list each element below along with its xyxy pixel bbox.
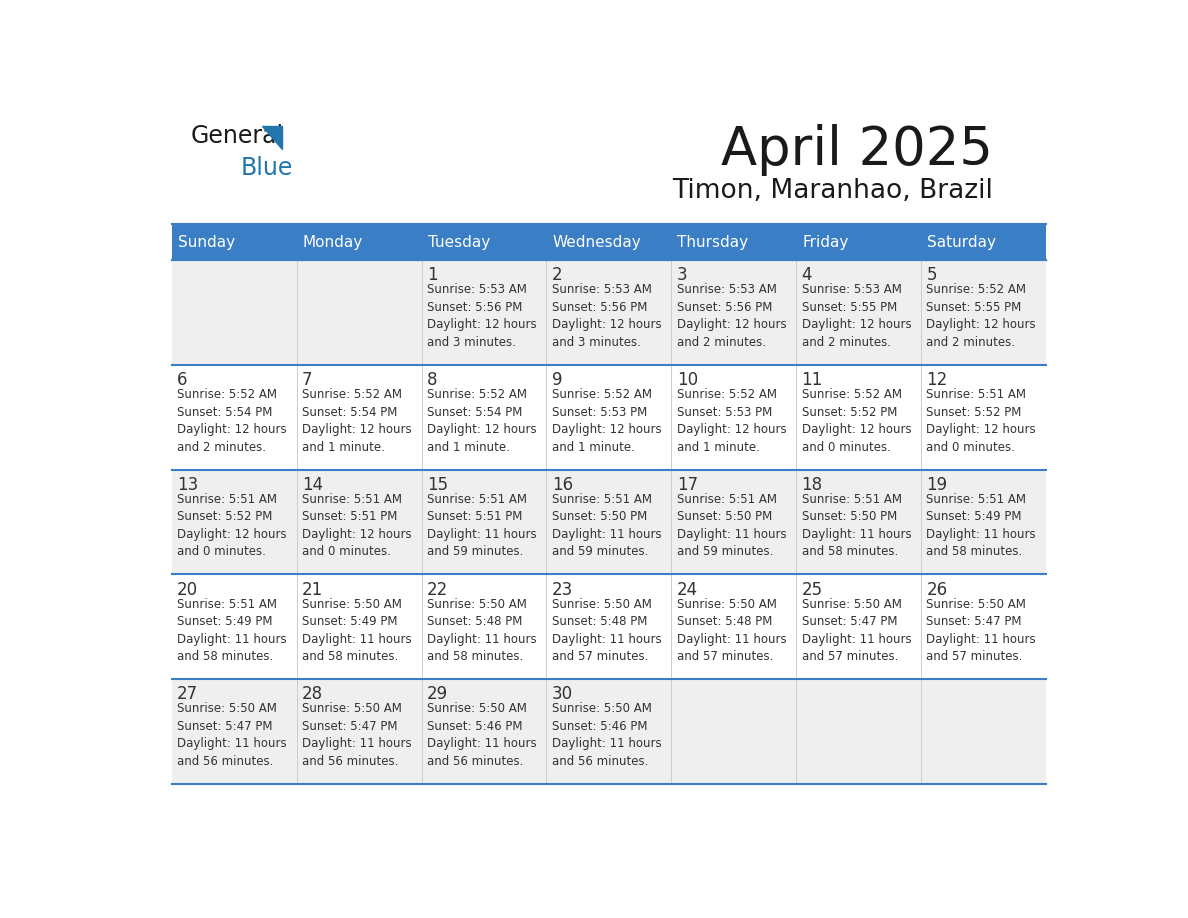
Text: 28: 28 (302, 686, 323, 703)
Text: Sunrise: 5:50 AM
Sunset: 5:48 PM
Daylight: 11 hours
and 58 minutes.: Sunrise: 5:50 AM Sunset: 5:48 PM Dayligh… (426, 598, 537, 663)
Text: April 2025: April 2025 (721, 124, 993, 176)
Text: 7: 7 (302, 371, 312, 389)
Text: 12: 12 (927, 371, 948, 389)
Text: Thursday: Thursday (677, 235, 748, 250)
Text: Sunrise: 5:50 AM
Sunset: 5:47 PM
Daylight: 11 hours
and 57 minutes.: Sunrise: 5:50 AM Sunset: 5:47 PM Dayligh… (802, 598, 911, 663)
Text: Sunrise: 5:52 AM
Sunset: 5:55 PM
Daylight: 12 hours
and 2 minutes.: Sunrise: 5:52 AM Sunset: 5:55 PM Dayligh… (927, 284, 1036, 349)
Text: Sunrise: 5:51 AM
Sunset: 5:51 PM
Daylight: 11 hours
and 59 minutes.: Sunrise: 5:51 AM Sunset: 5:51 PM Dayligh… (426, 493, 537, 558)
Text: Wednesday: Wednesday (552, 235, 642, 250)
Text: 29: 29 (426, 686, 448, 703)
Text: Sunrise: 5:50 AM
Sunset: 5:47 PM
Daylight: 11 hours
and 56 minutes.: Sunrise: 5:50 AM Sunset: 5:47 PM Dayligh… (177, 702, 286, 767)
Text: Sunrise: 5:52 AM
Sunset: 5:53 PM
Daylight: 12 hours
and 1 minute.: Sunrise: 5:52 AM Sunset: 5:53 PM Dayligh… (677, 388, 786, 453)
Text: 22: 22 (426, 580, 448, 599)
Text: Sunrise: 5:53 AM
Sunset: 5:56 PM
Daylight: 12 hours
and 2 minutes.: Sunrise: 5:53 AM Sunset: 5:56 PM Dayligh… (677, 284, 786, 349)
Text: Sunrise: 5:51 AM
Sunset: 5:50 PM
Daylight: 11 hours
and 59 minutes.: Sunrise: 5:51 AM Sunset: 5:50 PM Dayligh… (677, 493, 786, 558)
Text: Sunrise: 5:50 AM
Sunset: 5:46 PM
Daylight: 11 hours
and 56 minutes.: Sunrise: 5:50 AM Sunset: 5:46 PM Dayligh… (426, 702, 537, 767)
Bar (172, 470, 1045, 575)
Bar (172, 261, 1045, 365)
Text: 23: 23 (552, 580, 573, 599)
Polygon shape (263, 126, 282, 149)
Text: 2: 2 (552, 266, 562, 285)
Text: Tuesday: Tuesday (428, 235, 489, 250)
Text: Sunrise: 5:50 AM
Sunset: 5:47 PM
Daylight: 11 hours
and 57 minutes.: Sunrise: 5:50 AM Sunset: 5:47 PM Dayligh… (927, 598, 1036, 663)
Text: 15: 15 (426, 476, 448, 494)
Text: Sunrise: 5:53 AM
Sunset: 5:56 PM
Daylight: 12 hours
and 3 minutes.: Sunrise: 5:53 AM Sunset: 5:56 PM Dayligh… (426, 284, 537, 349)
Text: Friday: Friday (802, 235, 848, 250)
Text: 5: 5 (927, 266, 937, 285)
Text: 20: 20 (177, 580, 198, 599)
Text: 9: 9 (552, 371, 562, 389)
Text: Sunrise: 5:52 AM
Sunset: 5:54 PM
Daylight: 12 hours
and 1 minute.: Sunrise: 5:52 AM Sunset: 5:54 PM Dayligh… (302, 388, 412, 453)
Text: Sunrise: 5:50 AM
Sunset: 5:48 PM
Daylight: 11 hours
and 57 minutes.: Sunrise: 5:50 AM Sunset: 5:48 PM Dayligh… (552, 598, 662, 663)
Bar (172, 224, 1045, 261)
Text: Blue: Blue (241, 156, 293, 180)
Bar (172, 365, 1045, 470)
Text: Sunrise: 5:52 AM
Sunset: 5:54 PM
Daylight: 12 hours
and 2 minutes.: Sunrise: 5:52 AM Sunset: 5:54 PM Dayligh… (177, 388, 286, 453)
Text: Sunrise: 5:53 AM
Sunset: 5:55 PM
Daylight: 12 hours
and 2 minutes.: Sunrise: 5:53 AM Sunset: 5:55 PM Dayligh… (802, 284, 911, 349)
Text: Sunday: Sunday (178, 235, 235, 250)
Text: 18: 18 (802, 476, 823, 494)
Text: Sunrise: 5:51 AM
Sunset: 5:50 PM
Daylight: 11 hours
and 58 minutes.: Sunrise: 5:51 AM Sunset: 5:50 PM Dayligh… (802, 493, 911, 558)
Text: Sunrise: 5:51 AM
Sunset: 5:49 PM
Daylight: 11 hours
and 58 minutes.: Sunrise: 5:51 AM Sunset: 5:49 PM Dayligh… (927, 493, 1036, 558)
Text: Sunrise: 5:52 AM
Sunset: 5:53 PM
Daylight: 12 hours
and 1 minute.: Sunrise: 5:52 AM Sunset: 5:53 PM Dayligh… (552, 388, 662, 453)
Bar (172, 679, 1045, 784)
Text: 17: 17 (677, 476, 697, 494)
Text: Sunrise: 5:51 AM
Sunset: 5:51 PM
Daylight: 12 hours
and 0 minutes.: Sunrise: 5:51 AM Sunset: 5:51 PM Dayligh… (302, 493, 412, 558)
Text: 26: 26 (927, 580, 948, 599)
Text: Sunrise: 5:53 AM
Sunset: 5:56 PM
Daylight: 12 hours
and 3 minutes.: Sunrise: 5:53 AM Sunset: 5:56 PM Dayligh… (552, 284, 662, 349)
Text: Sunrise: 5:50 AM
Sunset: 5:47 PM
Daylight: 11 hours
and 56 minutes.: Sunrise: 5:50 AM Sunset: 5:47 PM Dayligh… (302, 702, 412, 767)
Text: 1: 1 (426, 266, 437, 285)
Text: Sunrise: 5:52 AM
Sunset: 5:52 PM
Daylight: 12 hours
and 0 minutes.: Sunrise: 5:52 AM Sunset: 5:52 PM Dayligh… (802, 388, 911, 453)
Text: Sunrise: 5:50 AM
Sunset: 5:46 PM
Daylight: 11 hours
and 56 minutes.: Sunrise: 5:50 AM Sunset: 5:46 PM Dayligh… (552, 702, 662, 767)
Text: Sunrise: 5:51 AM
Sunset: 5:49 PM
Daylight: 11 hours
and 58 minutes.: Sunrise: 5:51 AM Sunset: 5:49 PM Dayligh… (177, 598, 286, 663)
Text: Sunrise: 5:51 AM
Sunset: 5:50 PM
Daylight: 11 hours
and 59 minutes.: Sunrise: 5:51 AM Sunset: 5:50 PM Dayligh… (552, 493, 662, 558)
Text: Sunrise: 5:50 AM
Sunset: 5:48 PM
Daylight: 11 hours
and 57 minutes.: Sunrise: 5:50 AM Sunset: 5:48 PM Dayligh… (677, 598, 786, 663)
Text: 19: 19 (927, 476, 948, 494)
Text: 30: 30 (552, 686, 573, 703)
Text: 21: 21 (302, 580, 323, 599)
Text: Sunrise: 5:52 AM
Sunset: 5:54 PM
Daylight: 12 hours
and 1 minute.: Sunrise: 5:52 AM Sunset: 5:54 PM Dayligh… (426, 388, 537, 453)
Text: Saturday: Saturday (928, 235, 997, 250)
Text: General: General (191, 124, 284, 148)
Text: 25: 25 (802, 580, 823, 599)
Text: 3: 3 (677, 266, 688, 285)
Text: Timon, Maranhao, Brazil: Timon, Maranhao, Brazil (672, 178, 993, 204)
Text: 16: 16 (552, 476, 573, 494)
Text: 24: 24 (677, 580, 697, 599)
Text: Sunrise: 5:50 AM
Sunset: 5:49 PM
Daylight: 11 hours
and 58 minutes.: Sunrise: 5:50 AM Sunset: 5:49 PM Dayligh… (302, 598, 412, 663)
Text: Sunrise: 5:51 AM
Sunset: 5:52 PM
Daylight: 12 hours
and 0 minutes.: Sunrise: 5:51 AM Sunset: 5:52 PM Dayligh… (927, 388, 1036, 453)
Text: 10: 10 (677, 371, 697, 389)
Text: Sunrise: 5:51 AM
Sunset: 5:52 PM
Daylight: 12 hours
and 0 minutes.: Sunrise: 5:51 AM Sunset: 5:52 PM Dayligh… (177, 493, 286, 558)
Text: 13: 13 (177, 476, 198, 494)
Text: 11: 11 (802, 371, 823, 389)
Text: 27: 27 (177, 686, 198, 703)
Bar (172, 575, 1045, 679)
Text: 4: 4 (802, 266, 813, 285)
Text: Monday: Monday (303, 235, 364, 250)
Text: 8: 8 (426, 371, 437, 389)
Text: 14: 14 (302, 476, 323, 494)
Text: 6: 6 (177, 371, 188, 389)
